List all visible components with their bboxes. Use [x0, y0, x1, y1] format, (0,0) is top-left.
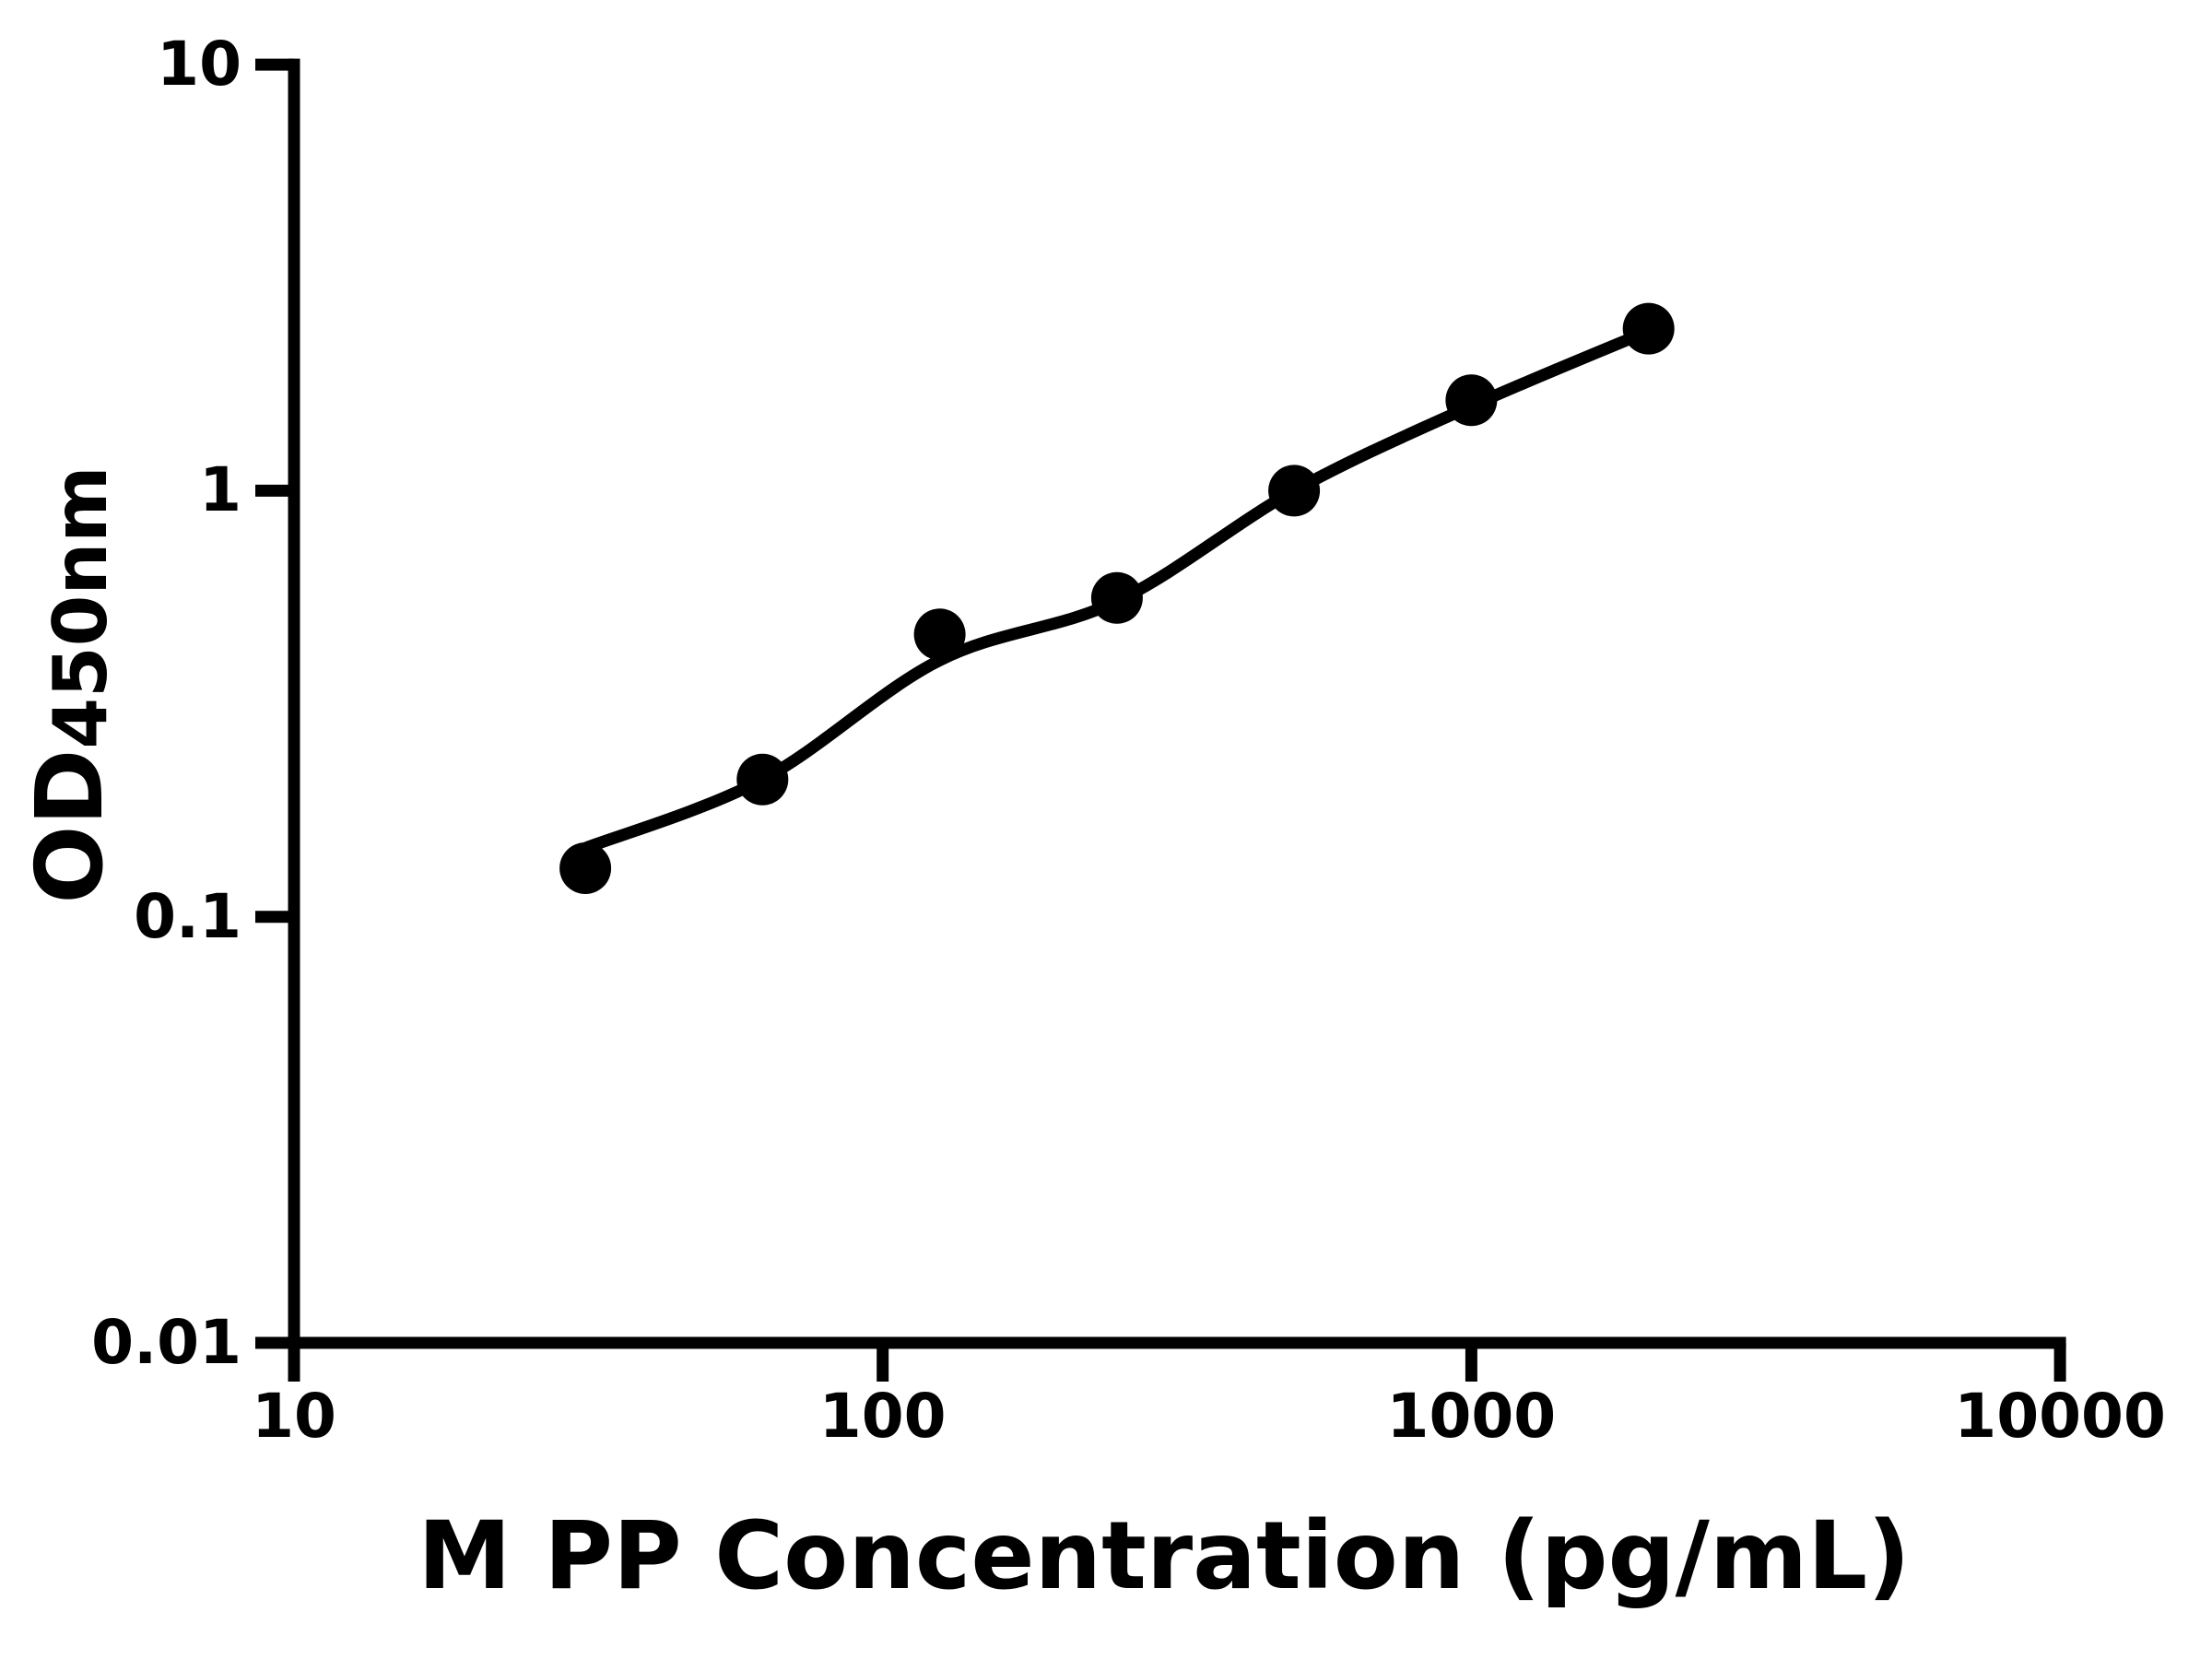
x-tick-label-1000: 1000	[1386, 1381, 1557, 1452]
data-point-marker	[1268, 465, 1321, 517]
x-tick-label-100: 100	[818, 1381, 947, 1452]
y-axis-title: OD450nm	[16, 465, 127, 903]
data-point-marker	[1090, 571, 1143, 624]
data-point-marker	[559, 842, 612, 894]
data-point-marker	[736, 753, 789, 806]
y-axis-title-subscript: 450nm	[37, 465, 124, 749]
y-tick-label-0.1: 0.1	[134, 880, 241, 952]
data-point-marker	[913, 608, 966, 661]
x-axis-title: M PP Concentration (pg/mL)	[418, 1501, 1911, 1611]
y-tick-label-1: 1	[199, 454, 241, 526]
y-axis-title-main: OD	[16, 748, 124, 904]
x-tick-label-10000: 10000	[1954, 1381, 2166, 1452]
y-tick-label-0.01: 0.01	[91, 1307, 241, 1378]
x-tick-label-10: 10	[252, 1381, 336, 1452]
y-tick-label-10: 10	[157, 29, 241, 100]
data-point-marker	[1445, 374, 1498, 427]
data-point-marker	[1622, 302, 1675, 355]
